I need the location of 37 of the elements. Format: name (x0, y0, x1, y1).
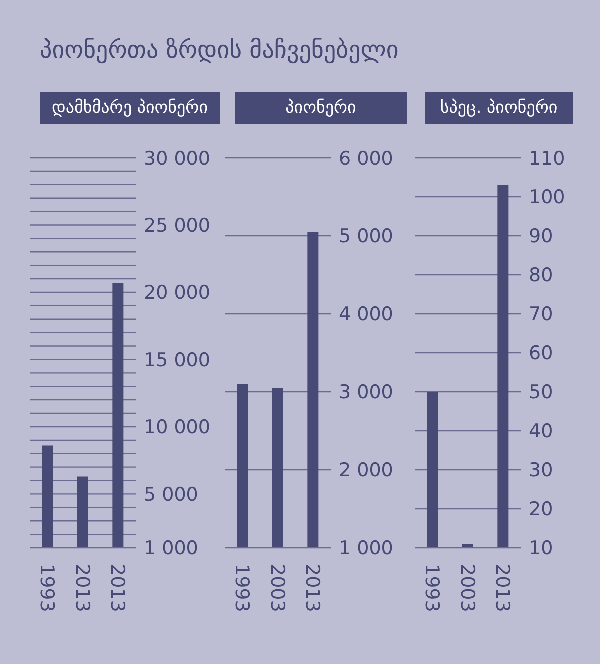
y-tick-label: 40 (529, 420, 554, 443)
x-tick-label: 2013 (492, 564, 514, 612)
y-tick-label: 90 (529, 226, 554, 248)
y-tick-label: 70 (529, 304, 554, 326)
y-tick-label: 5 000 (339, 226, 394, 248)
y-tick-label: 30 (529, 460, 554, 482)
y-tick-label: 10 000 (144, 416, 210, 439)
text: პიონერთა ზრდის მაჩვენებელი (40, 36, 399, 64)
y-tick-label: 1 000 (144, 538, 198, 560)
y-tick-label: 30 000 (144, 148, 210, 170)
x-tick-label: 2003 (266, 564, 288, 612)
chart-title: სპეც. პიონერი (425, 92, 573, 124)
y-tick-label: 50 (529, 382, 554, 404)
x-tick-label: 2003 (456, 564, 478, 612)
y-tick-label: 100 (529, 186, 566, 209)
x-tick-label: 1993 (421, 564, 444, 612)
y-tick-label: 60 (529, 342, 554, 365)
y-tick-label: 4 000 (339, 304, 394, 326)
x-tick-label: 2013 (106, 564, 129, 612)
x-tick-label: 2013 (302, 564, 324, 612)
y-tick-label: 25 000 (144, 214, 210, 237)
y-tick-label: 15 000 (144, 349, 210, 372)
y-tick-label: 20 (529, 498, 554, 521)
y-tick-label: 20 000 (144, 282, 210, 304)
y-tick-label: 80 (529, 264, 554, 287)
y-tick-label: 1 000 (339, 538, 394, 560)
y-tick-label: 6 000 (339, 148, 394, 170)
y-tick-label: 3 000 (339, 382, 394, 404)
chart-title: პიონერი (235, 92, 407, 124)
y-tick-label: 2 000 (339, 460, 394, 482)
x-tick-label: 1993 (231, 564, 254, 612)
x-tick-label: 2013 (71, 564, 94, 612)
y-tick-label: 110 (529, 148, 566, 170)
x-tick-label: 1993 (36, 564, 58, 612)
y-tick-label: 5 000 (144, 484, 198, 506)
y-tick-label: 10 (529, 538, 554, 560)
chart-title: დამხმარე პიონერი (40, 92, 220, 124)
